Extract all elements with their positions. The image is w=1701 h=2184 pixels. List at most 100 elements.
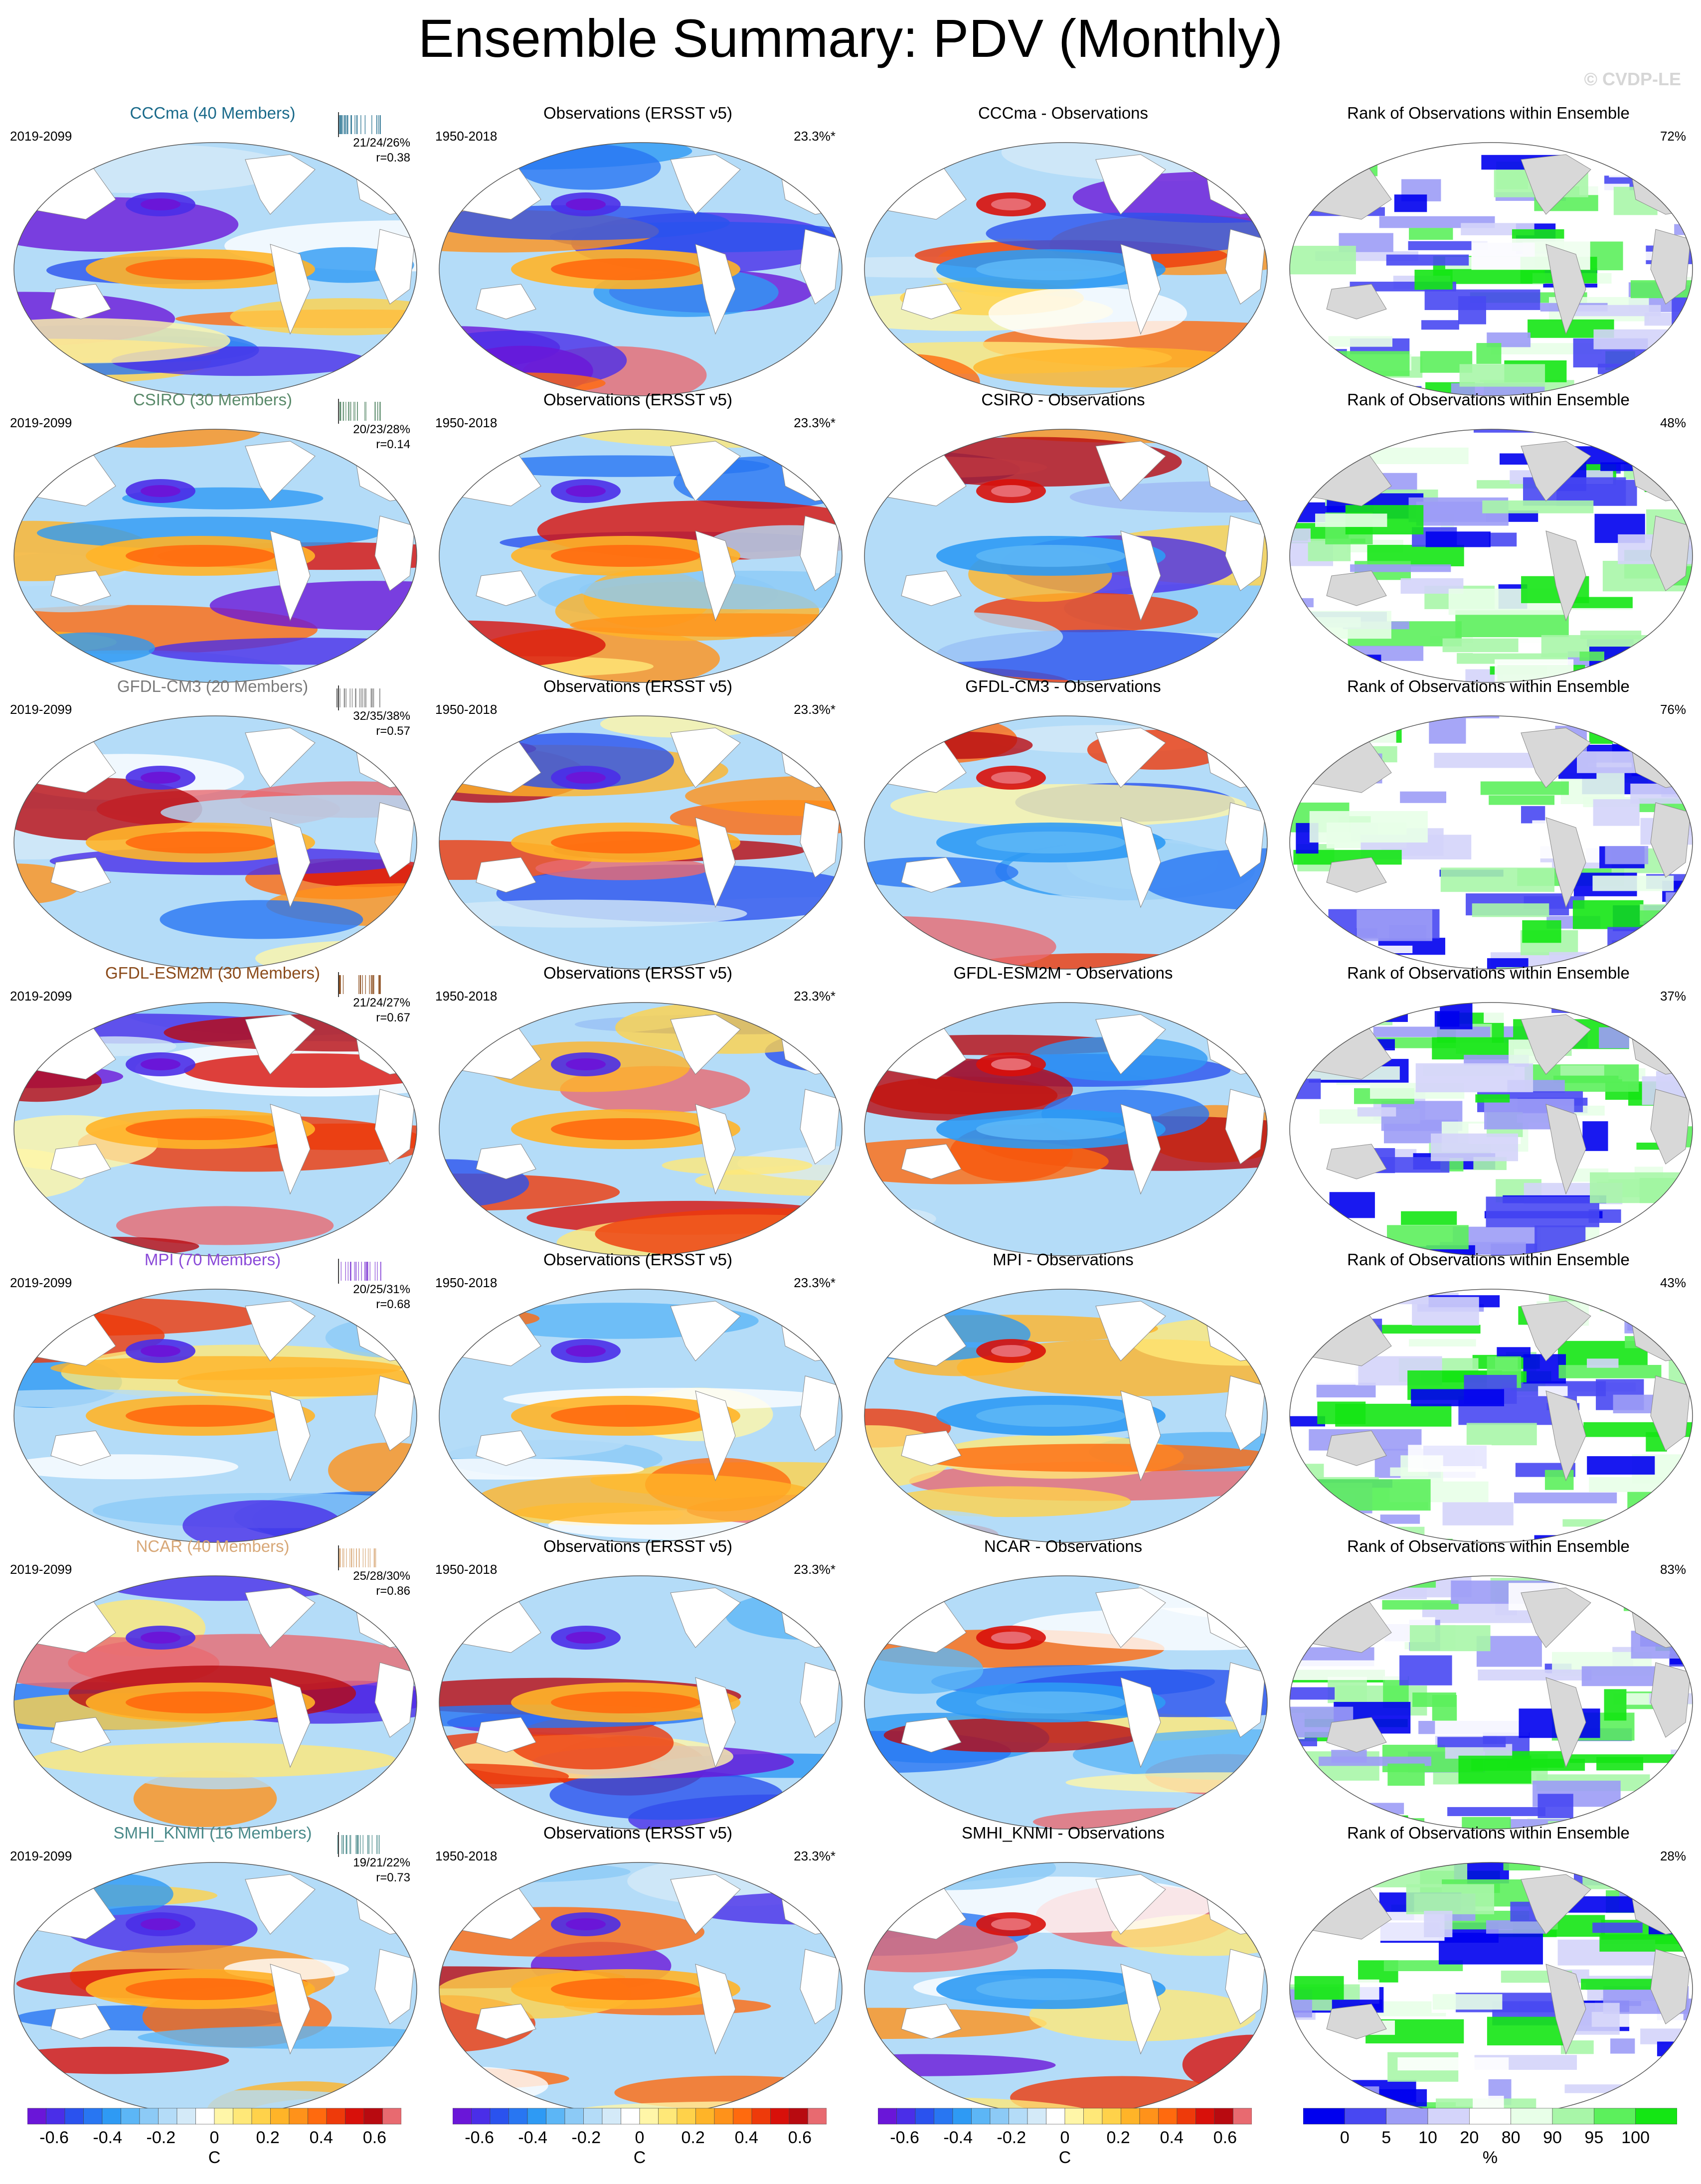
model-map-svg: [13, 715, 417, 970]
colorbar-swatch: [952, 2108, 972, 2125]
panel-diff-1: CCCma - Observations: [850, 0, 1276, 396]
colorbar-swatch: [602, 2108, 621, 2125]
colorbar-tick-label: 0.2: [256, 2128, 280, 2147]
colorbar-swatch: [1102, 2108, 1121, 2125]
ensemble-barcode: [332, 1259, 386, 1286]
rank-percent: 72%: [1660, 129, 1686, 144]
colorbar-swatch: [1469, 2108, 1511, 2125]
colorbar-tick-label: 5: [1381, 2128, 1391, 2147]
variance-stats: 25/28/30%: [353, 1569, 410, 1583]
colorbar-swatch: [1233, 2108, 1252, 2125]
pattern-correlation: r=0.38: [376, 151, 410, 165]
panel-model-7: SMHI_KNMI (16 Members) 2019-2099 19/21/22%…: [0, 1720, 425, 2116]
panel-rank-2: Rank of Observations within Ensemble 48%: [1276, 287, 1701, 683]
colorbar-swatch: [789, 2108, 808, 2125]
panel-rank-1: Rank of Observations within Ensemble 72%: [1276, 0, 1701, 396]
variance-stats: 32/35/38%: [353, 709, 410, 723]
panel-obs-5: Observations (ERSST v5) 1950-2018 23.3%*: [425, 1147, 850, 1543]
colorbar-swatch: [1046, 2108, 1065, 2125]
variance-stats: 21/24/27%: [353, 996, 410, 1009]
obs-percent: 23.3%*: [794, 989, 836, 1004]
variance-stats: 20/23/28%: [353, 423, 410, 436]
obs-map: [436, 1000, 845, 1261]
panel-model-1: CCCma (40 Members) 2019-2099 21/24/26% r=0.…: [0, 0, 425, 396]
rank-title: Rank of Observations within Ensemble: [1347, 1537, 1630, 1555]
period-label: 1950-2018: [435, 989, 498, 1004]
colorbar-swatch: [564, 2108, 584, 2125]
colorbar-swatch: [770, 2108, 790, 2125]
diff-map: [861, 1859, 1270, 2121]
obs-title: Observations (ERSST v5): [543, 1250, 733, 1269]
colorbar-tick-label: 0: [1060, 2128, 1070, 2147]
rank-title: Rank of Observations within Ensemble: [1347, 1824, 1630, 1842]
rank-percent: 37%: [1660, 989, 1686, 1004]
colorbar-swatch: [345, 2108, 364, 2125]
colorbar-tick-label: 0.4: [734, 2128, 758, 2147]
model-title: CSIRO (30 Members): [133, 390, 293, 409]
model-map: [11, 1286, 420, 1548]
rank-map-svg: [1289, 1002, 1693, 1256]
rank-map: [1287, 140, 1696, 401]
colorbar-tick-label: 10: [1418, 2128, 1437, 2147]
panel-obs-3: Observations (ERSST v5) 1950-2018 23.3%*: [425, 573, 850, 970]
colorbar-swatch: [139, 2108, 159, 2125]
colorbar-tick-label: 0: [1340, 2128, 1350, 2147]
colorbar-swatch: [27, 2108, 46, 2125]
colorbar-swatch: [195, 2108, 215, 2125]
colorbar-swatch: [452, 2108, 472, 2125]
obs-title: Observations (ERSST v5): [543, 1824, 733, 1842]
panel-obs-1: Observations (ERSST v5) 1950-2018 23.3%*: [425, 0, 850, 396]
colorbar-tick-label: 0.6: [1213, 2128, 1237, 2147]
colorbar-swatch: [83, 2108, 103, 2125]
colorbar-swatch: [1345, 2108, 1386, 2125]
rank-map: [1287, 1000, 1696, 1261]
diff-title: GFDL-CM3 - Observations: [965, 677, 1161, 695]
panel-rank-7: Rank of Observations within Ensemble 28%: [1276, 1720, 1701, 2116]
model-map: [11, 1859, 420, 2121]
obs-title: Observations (ERSST v5): [543, 1537, 733, 1555]
colorbar-swatch: [308, 2108, 327, 2125]
model-map: [11, 140, 420, 401]
panel-diff-6: NCAR - Observations: [850, 1433, 1276, 1830]
colorbar-swatch: [509, 2108, 528, 2125]
rank-map-svg: [1289, 429, 1693, 683]
obs-percent: 23.3%*: [794, 129, 836, 144]
panel-diff-5: MPI - Observations: [850, 1147, 1276, 1543]
period-label: 1950-2018: [435, 415, 498, 430]
colorbar-swatch: [1158, 2108, 1178, 2125]
ensemble-barcode: [332, 1832, 386, 1859]
pattern-correlation: r=0.14: [376, 438, 410, 451]
diff-title: MPI - Observations: [993, 1250, 1134, 1269]
rank-title: Rank of Observations within Ensemble: [1347, 1250, 1630, 1269]
colorbar-swatch: [270, 2108, 290, 2125]
colorbar-swatch: [251, 2108, 271, 2125]
rank-map-svg: [1289, 715, 1693, 970]
obs-map-svg: [439, 1289, 843, 1543]
ensemble-barcode: [332, 112, 386, 140]
panel-rank-5: Rank of Observations within Ensemble 43%: [1276, 1147, 1701, 1543]
rank-map-svg: [1289, 1289, 1693, 1543]
colorbar-swatch: [102, 2108, 121, 2125]
obs-map-svg: [439, 715, 843, 970]
colorbar-swatch: [658, 2108, 678, 2125]
model-title: NCAR (40 Members): [136, 1537, 290, 1555]
rank-map-svg: [1289, 1862, 1693, 2116]
obs-map: [436, 426, 845, 688]
colorbar-swatch: [214, 2108, 233, 2125]
rank-title: Rank of Observations within Ensemble: [1347, 677, 1630, 695]
colorbar-tick-label: 90: [1543, 2128, 1562, 2147]
colorbar-swatch: [621, 2108, 640, 2125]
colorbar-unit: %: [1482, 2148, 1498, 2167]
diff-title: CSIRO - Observations: [981, 390, 1145, 409]
colorbar-tick-label: -0.6: [39, 2128, 69, 2147]
rank-map: [1287, 1286, 1696, 1548]
colorbar-swatch: [583, 2108, 603, 2125]
period-label: 2019-2099: [10, 1562, 72, 1577]
model-map-svg: [13, 1862, 417, 2116]
colorbar-swatch: [1303, 2108, 1345, 2125]
colorbar-tick-label: -0.6: [465, 2128, 494, 2147]
colorbar-tick-label: 0.6: [362, 2128, 387, 2147]
model-map: [11, 1000, 420, 1261]
model-title: CCCma (40 Members): [130, 104, 296, 122]
obs-map-svg: [439, 429, 843, 683]
